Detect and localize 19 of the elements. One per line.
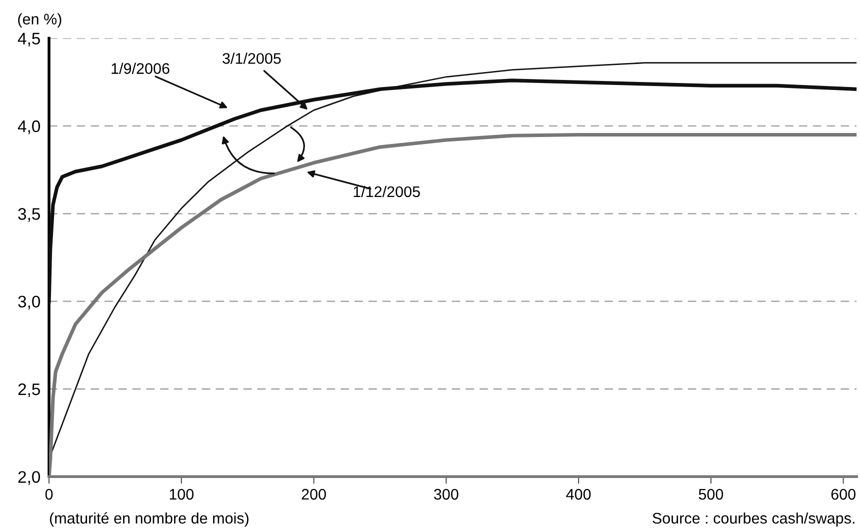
y-tick-label: 2,0 [18,471,40,485]
x-tick-label: 500 [698,488,724,500]
y-tick-label: 3,5 [18,208,40,222]
x-axis-title: (maturité en nombre de mois) [50,512,248,527]
source-note: Source : courbes cash/swaps. [652,512,854,527]
y-tick-label: 4,0 [18,120,40,134]
y-tick-label: 3,0 [18,296,40,310]
y-axis-title: (en %) [18,13,62,28]
y-tick-label: 2,5 [18,383,40,398]
x-tick-label: 200 [302,488,326,500]
x-tick-label: 400 [566,488,591,500]
y-tick-label: 4,5 [18,32,40,46]
x-tick-label: 100 [170,488,194,500]
annotation: 1/12/2005 [354,186,420,198]
x-tick-label: 300 [434,488,458,500]
annotation: 3/1/2005 [222,52,281,64]
x-tick-label: 600 [831,488,856,500]
x-tick-label: 0 [45,488,53,500]
annotation: 1/9/2006 [112,62,170,74]
